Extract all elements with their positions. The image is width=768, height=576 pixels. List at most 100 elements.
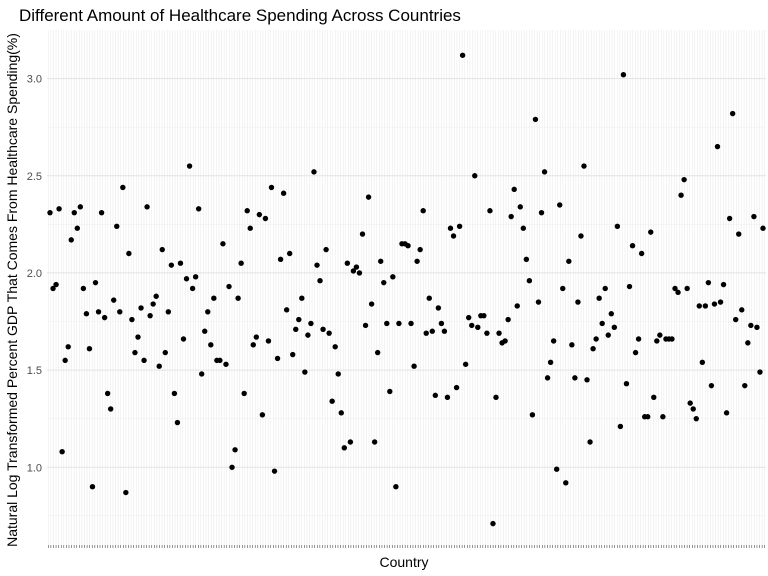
data-point bbox=[623, 380, 630, 387]
data-point bbox=[751, 213, 757, 220]
data-point bbox=[441, 328, 448, 334]
data-point bbox=[156, 363, 162, 369]
data-point bbox=[132, 349, 138, 356]
data-point bbox=[183, 276, 190, 282]
data-point bbox=[557, 202, 563, 208]
data-point bbox=[147, 312, 153, 319]
data-point bbox=[56, 206, 62, 212]
data-point bbox=[447, 225, 454, 231]
data-point bbox=[742, 382, 748, 389]
data-point bbox=[526, 277, 533, 284]
data-point bbox=[584, 377, 590, 383]
data-point bbox=[371, 439, 378, 445]
data-point bbox=[605, 332, 611, 338]
data-point bbox=[381, 279, 387, 286]
data-point bbox=[107, 406, 114, 412]
data-point bbox=[699, 359, 706, 366]
data-point bbox=[475, 324, 481, 331]
data-point bbox=[645, 414, 651, 420]
data-point bbox=[487, 208, 493, 214]
data-point bbox=[168, 262, 175, 268]
data-point bbox=[293, 326, 299, 332]
y-tick-label: 1.5 bbox=[27, 365, 42, 377]
data-point bbox=[748, 322, 754, 329]
data-point bbox=[205, 309, 211, 315]
data-point bbox=[705, 279, 712, 286]
data-point bbox=[635, 336, 642, 342]
data-point bbox=[268, 184, 275, 191]
data-point bbox=[438, 320, 445, 327]
data-point bbox=[120, 184, 126, 191]
data-point bbox=[86, 346, 93, 352]
data-point bbox=[520, 225, 527, 231]
data-point bbox=[341, 445, 348, 451]
data-point bbox=[711, 301, 718, 307]
data-point bbox=[484, 330, 490, 336]
data-point bbox=[508, 213, 514, 220]
data-point bbox=[283, 307, 290, 313]
data-point bbox=[280, 190, 287, 196]
data-point bbox=[347, 439, 354, 445]
data-point bbox=[323, 246, 329, 253]
data-point bbox=[71, 209, 77, 216]
data-point bbox=[429, 328, 435, 334]
data-point bbox=[472, 173, 478, 179]
data-point bbox=[74, 225, 81, 231]
data-point bbox=[326, 330, 332, 336]
data-point bbox=[493, 394, 499, 401]
data-point bbox=[220, 241, 226, 247]
data-point bbox=[629, 243, 636, 249]
data-point bbox=[575, 299, 581, 305]
data-point bbox=[350, 268, 357, 274]
data-point bbox=[660, 414, 666, 420]
chart-title: Different Amount of Healthcare Spending … bbox=[19, 6, 461, 25]
data-point bbox=[614, 223, 621, 229]
data-point bbox=[308, 320, 314, 327]
data-point bbox=[332, 344, 338, 350]
data-point bbox=[274, 355, 281, 362]
data-point bbox=[387, 388, 393, 395]
data-point bbox=[638, 250, 645, 257]
data-point bbox=[296, 316, 302, 323]
x-axis-ticks bbox=[47, 545, 766, 548]
data-point bbox=[153, 293, 159, 299]
data-point bbox=[417, 246, 423, 253]
data-point bbox=[253, 334, 260, 340]
data-point bbox=[390, 274, 396, 280]
data-point bbox=[53, 281, 59, 288]
data-point bbox=[353, 264, 360, 270]
data-point bbox=[717, 299, 724, 305]
data-point bbox=[344, 260, 351, 266]
data-point bbox=[320, 326, 326, 332]
data-point bbox=[374, 349, 381, 356]
data-point bbox=[420, 208, 426, 214]
data-point bbox=[626, 283, 633, 290]
data-point bbox=[523, 256, 530, 263]
data-point bbox=[262, 215, 269, 222]
data-point bbox=[432, 392, 439, 399]
data-point bbox=[144, 204, 150, 210]
data-point bbox=[672, 285, 678, 292]
y-axis-title: Natural Log Transformed Percent GDP That… bbox=[4, 33, 20, 547]
data-point bbox=[129, 316, 135, 323]
data-point bbox=[223, 361, 229, 367]
data-point bbox=[356, 270, 363, 276]
data-point bbox=[648, 229, 654, 235]
data-point bbox=[180, 336, 187, 342]
data-point bbox=[202, 328, 208, 334]
data-point bbox=[111, 297, 117, 303]
data-point bbox=[411, 363, 417, 369]
data-point bbox=[384, 320, 390, 327]
data-point bbox=[511, 186, 517, 193]
data-point bbox=[159, 246, 165, 253]
data-point bbox=[532, 116, 539, 123]
data-point bbox=[265, 338, 272, 344]
data-point bbox=[299, 295, 305, 301]
data-point bbox=[277, 256, 284, 263]
data-point bbox=[517, 204, 523, 210]
data-point bbox=[335, 371, 341, 377]
data-point bbox=[68, 237, 74, 243]
data-point bbox=[238, 260, 244, 266]
data-point bbox=[98, 209, 105, 216]
